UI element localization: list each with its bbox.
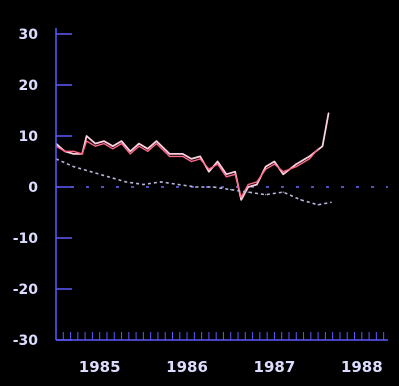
series-3-point bbox=[230, 189, 232, 191]
series-1-point bbox=[138, 143, 140, 145]
series-3-point bbox=[142, 183, 144, 186]
series-2-point bbox=[120, 143, 123, 145]
series-1-point bbox=[308, 155, 310, 157]
series-line-2 bbox=[55, 140, 319, 198]
series-1-point bbox=[282, 173, 284, 175]
series-2-point bbox=[138, 145, 140, 147]
series-2-point bbox=[190, 160, 192, 163]
y-tick-label: -10 bbox=[13, 231, 39, 247]
series-2-point bbox=[169, 155, 171, 157]
series-1-point bbox=[190, 158, 192, 160]
series-3-point bbox=[212, 186, 214, 188]
series-2-point bbox=[103, 143, 105, 145]
series-1-point bbox=[199, 155, 201, 157]
series-1-point bbox=[247, 186, 249, 188]
series-3-point bbox=[72, 166, 75, 168]
series-1-point bbox=[103, 140, 105, 142]
axis-layer bbox=[55, 28, 388, 341]
series-1-point bbox=[273, 160, 275, 163]
x-tick-label: 1988 bbox=[341, 358, 383, 376]
series-2-point bbox=[295, 166, 297, 168]
series-3-point bbox=[300, 199, 302, 201]
series-2-point bbox=[155, 143, 158, 145]
series-2-point bbox=[282, 171, 284, 173]
series-2-point bbox=[147, 150, 149, 152]
series-2-point bbox=[234, 173, 236, 175]
series-2-point bbox=[94, 145, 96, 147]
y-tick-label: -20 bbox=[13, 282, 39, 298]
series-1-point bbox=[112, 145, 114, 147]
series-2-point bbox=[64, 150, 66, 152]
series-2-point bbox=[199, 158, 201, 160]
series-1-point bbox=[234, 171, 236, 173]
series-3-point bbox=[160, 181, 162, 183]
series-1-point bbox=[72, 153, 75, 155]
series-1-point bbox=[155, 140, 158, 142]
series-1-point bbox=[295, 163, 297, 165]
series-1-point bbox=[147, 148, 149, 150]
series-2-point bbox=[182, 155, 184, 157]
y-tick-label: 10 bbox=[19, 129, 39, 145]
series-3-point bbox=[265, 194, 267, 196]
series-2-point bbox=[265, 168, 267, 170]
x-tick-label: 1986 bbox=[166, 358, 208, 376]
series-1-point bbox=[328, 112, 330, 114]
series-1-point bbox=[129, 150, 131, 152]
series-1-point bbox=[86, 135, 88, 137]
y-tick-label: -30 bbox=[13, 333, 39, 349]
series-2-point bbox=[247, 183, 249, 186]
series-1-point bbox=[94, 143, 96, 145]
series-1-point bbox=[240, 199, 242, 201]
series-3-point bbox=[90, 171, 92, 173]
series-3-point bbox=[317, 204, 319, 206]
series-2-point bbox=[208, 168, 210, 170]
x-tick-label: 1987 bbox=[254, 358, 296, 376]
series-3-point bbox=[107, 176, 109, 178]
series-2-point bbox=[308, 158, 310, 160]
series-3-point bbox=[247, 191, 249, 193]
series-2-point bbox=[317, 148, 319, 150]
series-2-point bbox=[217, 163, 219, 165]
series-1-point bbox=[321, 145, 324, 147]
series-3-point bbox=[282, 191, 284, 193]
series-2-point bbox=[225, 176, 227, 178]
series-2-point bbox=[81, 153, 83, 155]
x-tick-label: 1985 bbox=[79, 358, 121, 376]
series-3-point bbox=[177, 183, 179, 186]
series-2-point bbox=[273, 163, 275, 165]
series-2-point bbox=[240, 196, 242, 198]
series-1-point bbox=[265, 166, 267, 168]
series-3-point bbox=[125, 181, 127, 183]
series-2-point bbox=[256, 181, 258, 183]
series-1-point bbox=[120, 140, 123, 142]
y-tick-label: 20 bbox=[19, 78, 39, 94]
series-1-point bbox=[217, 160, 219, 163]
series-2-point bbox=[129, 153, 131, 155]
y-tick-label: 0 bbox=[28, 180, 38, 196]
series-3-point bbox=[330, 201, 332, 203]
series-1-point bbox=[256, 183, 258, 186]
series-3-point bbox=[195, 186, 197, 188]
series-2-point bbox=[112, 148, 114, 150]
series-1-point bbox=[169, 153, 171, 155]
tick-label-layer: 30 20 10 0 -10 -20 -30 1985 1986 1987 1988 bbox=[13, 27, 383, 376]
series-layer bbox=[55, 112, 332, 206]
y-tick-label: 30 bbox=[19, 27, 39, 43]
series-1-point bbox=[182, 153, 184, 155]
series-1-point bbox=[225, 173, 227, 175]
series-2-point bbox=[72, 150, 75, 152]
series-1-point bbox=[208, 171, 210, 173]
series-2-point bbox=[86, 140, 88, 142]
